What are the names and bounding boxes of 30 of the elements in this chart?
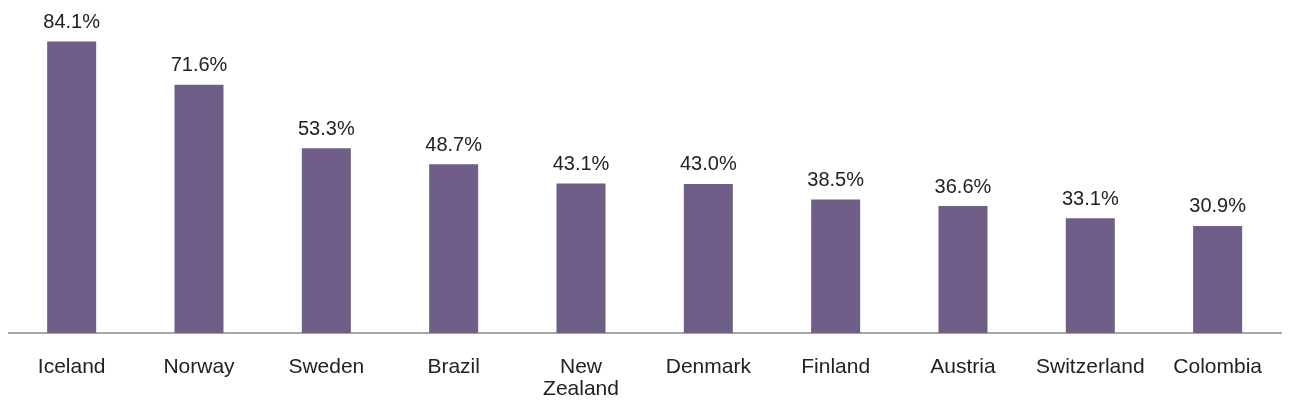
bar [938, 206, 988, 333]
bar [556, 183, 606, 333]
bar [1065, 218, 1115, 333]
data-label: 84.1% [43, 9, 101, 32]
x-tick-label: Finland [801, 353, 871, 377]
x-tick-label: New Zealand [543, 353, 619, 399]
bar [1193, 225, 1243, 333]
x-tick-label: Denmark [665, 353, 752, 377]
data-label: 43.1% [552, 152, 610, 175]
x-tick-label: Austria [930, 353, 996, 377]
x-tick-label: Sweden [288, 353, 365, 377]
data-label: 36.6% [934, 174, 992, 197]
bar [174, 84, 224, 333]
bar [47, 41, 97, 333]
x-tick-label: Brazil [427, 353, 480, 377]
x-tick-label: Colombia [1173, 353, 1263, 377]
bar [811, 199, 861, 333]
data-label: 48.7% [425, 132, 483, 155]
bar [301, 148, 351, 333]
bar [683, 183, 733, 333]
data-label: 38.5% [807, 168, 865, 191]
x-tick-label: Iceland [37, 353, 106, 377]
data-label: 33.1% [1061, 186, 1119, 209]
data-label: 30.9% [1189, 194, 1247, 217]
data-label: 53.3% [297, 116, 355, 139]
data-label: 71.6% [170, 53, 228, 76]
x-tick-label: Switzerland [1036, 353, 1145, 377]
x-tick-label: Norway [163, 353, 236, 377]
data-label: 43.0% [679, 152, 737, 175]
bar [429, 164, 479, 333]
